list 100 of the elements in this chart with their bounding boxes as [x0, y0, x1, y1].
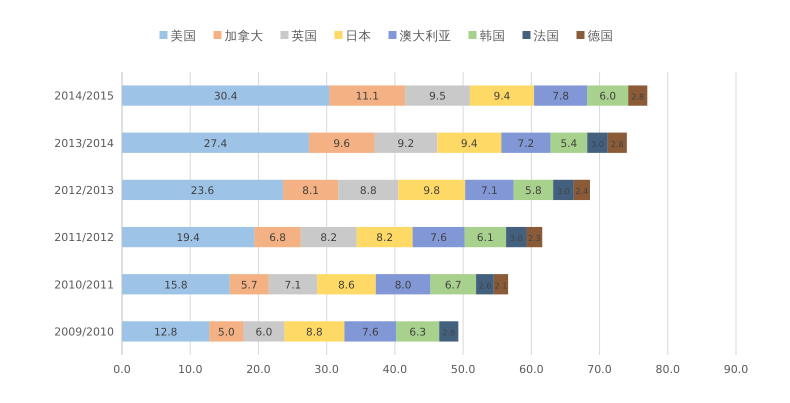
legend-label: 加拿大: [224, 28, 264, 43]
x-tick-label: 30.0: [314, 363, 339, 376]
data-label: 12.8: [154, 326, 178, 338]
x-tick-label: 60.0: [519, 363, 544, 376]
data-label: 9.4: [460, 138, 478, 150]
bar: [209, 321, 244, 342]
data-label: 30.4: [214, 90, 238, 103]
bar: [476, 274, 494, 294]
legend-label: 日本: [346, 28, 372, 43]
x-tick-label: 50.0: [450, 363, 476, 376]
bar: [506, 226, 527, 248]
data-label: 3.0: [557, 186, 570, 196]
data-label: 6.8: [269, 232, 286, 244]
bar: [308, 132, 374, 153]
data-label: 11.1: [356, 90, 379, 103]
x-tick-label: 10.0: [178, 363, 202, 376]
data-label: 6.0: [599, 90, 616, 103]
bar: [574, 180, 590, 200]
legend-label: 德国: [588, 28, 614, 43]
data-label: 8.2: [376, 232, 394, 244]
bar: [122, 321, 210, 342]
bar: [396, 321, 440, 342]
bar: [283, 180, 338, 200]
data-label: 5.0: [218, 326, 235, 338]
data-label: 8.8: [306, 326, 323, 338]
x-tick-label: 20.0: [246, 363, 271, 376]
legend-label: 美国: [170, 28, 196, 43]
bar: [374, 132, 438, 153]
data-label: 27.4: [204, 138, 228, 150]
data-label: 8.6: [338, 279, 356, 292]
bar: [300, 226, 357, 248]
data-label: 8.1: [302, 184, 319, 197]
data-label: 7.6: [430, 232, 448, 244]
data-label: 15.8: [164, 279, 188, 292]
bar: [430, 274, 476, 294]
bar: [534, 85, 588, 106]
bar: [465, 180, 514, 200]
bar: [412, 226, 464, 248]
y-tick-label: 2010/2011: [54, 278, 114, 292]
y-tick-label: 2011/2012: [54, 231, 114, 244]
bar: [553, 180, 574, 200]
data-label: 9.6: [333, 138, 350, 150]
data-label: 9.8: [423, 184, 440, 197]
bar: [243, 321, 284, 342]
data-label: 8.0: [394, 279, 412, 292]
bar: [628, 85, 648, 106]
data-label: 6.3: [409, 326, 426, 338]
bar: [284, 321, 344, 342]
data-label: 8.8: [360, 184, 377, 197]
x-tick-label: 70.0: [587, 363, 612, 376]
bar: [329, 85, 406, 106]
data-label: 2.3: [528, 234, 541, 244]
y-tick-label: 2013/2014: [54, 136, 114, 150]
bar: [464, 226, 506, 248]
data-label: 5.7: [240, 279, 258, 292]
bar: [356, 226, 413, 248]
data-label: 2.8: [610, 140, 624, 149]
bar: [437, 132, 502, 153]
data-label: 6.0: [256, 326, 272, 338]
data-label: 2.4: [575, 186, 588, 196]
x-tick-label: 40.0: [382, 363, 408, 376]
bar: [268, 274, 318, 294]
legend-label: 澳大利亚: [400, 28, 452, 43]
data-label: 5.8: [525, 184, 542, 197]
bar: [122, 274, 230, 294]
data-label: 2.1: [494, 281, 508, 290]
x-tick-label: 0.0: [113, 363, 131, 376]
bar: [344, 321, 396, 342]
bar: [608, 132, 627, 153]
bar: [122, 226, 254, 248]
legend-label: 韩国: [480, 28, 506, 43]
data-label: 7.2: [518, 138, 534, 150]
bar: [514, 180, 554, 200]
data-label: 6.7: [444, 279, 462, 292]
bar: [494, 274, 508, 294]
bar: [405, 85, 470, 106]
data-label: 2.8: [442, 328, 456, 338]
x-tick-label: 80.0: [656, 363, 680, 376]
data-label: 3.0: [591, 140, 604, 149]
bar: [338, 180, 398, 200]
bar: [122, 132, 309, 153]
data-label: 5.4: [560, 138, 578, 150]
bar: [317, 274, 376, 294]
legend-label: 英国: [292, 28, 318, 43]
data-label: 6.1: [476, 232, 494, 244]
y-tick-label: 2012/2013: [54, 184, 114, 197]
bar: [376, 274, 430, 294]
bar: [550, 132, 588, 153]
data-label: 9.2: [397, 138, 414, 150]
bar: [501, 132, 550, 153]
data-label: 7.1: [284, 279, 302, 292]
y-tick-label: 2009/2010: [54, 325, 114, 338]
bar: [587, 132, 608, 153]
data-label: 9.5: [429, 90, 446, 103]
bar: [439, 321, 458, 342]
data-label: 7.8: [552, 90, 570, 103]
data-label: 2.8: [631, 92, 644, 102]
bar: [230, 274, 269, 294]
x-tick-label: 90.0: [724, 363, 748, 376]
data-label: 2.6: [478, 281, 492, 290]
